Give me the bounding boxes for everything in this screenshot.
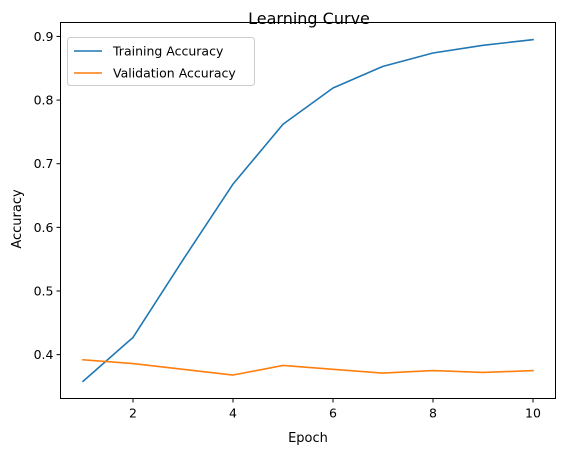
x-tick-label: 2 xyxy=(129,406,137,421)
x-tick-label: 10 xyxy=(525,406,541,421)
legend: Training Accuracy Validation Accuracy xyxy=(67,37,255,86)
y-tick-label: 0.4 xyxy=(34,347,54,362)
legend-box xyxy=(67,37,255,86)
y-tick-label: 0.6 xyxy=(34,220,54,235)
chart-title: Learning Curve xyxy=(248,9,370,28)
y-tick-label: 0.9 xyxy=(34,29,54,44)
y-tick-label: 0.7 xyxy=(34,156,54,171)
series-line-training xyxy=(81,38,534,383)
legend-label-validation: Validation Accuracy xyxy=(113,66,236,81)
x-tick-label: 8 xyxy=(429,406,437,421)
series-lines xyxy=(81,38,534,383)
plot-frame xyxy=(60,22,556,399)
x-tick-label: 4 xyxy=(229,406,237,421)
axis-ticks: 2 4 6 8 10 0.4 0.5 0.6 0.7 0.8 0.9 xyxy=(34,29,541,421)
y-tick-label: 0.5 xyxy=(34,284,54,299)
y-tick-label: 0.8 xyxy=(34,93,54,108)
series-line-validation xyxy=(82,358,534,376)
y-axis-label: Accuracy xyxy=(10,189,25,249)
x-axis-label: Epoch xyxy=(288,431,328,446)
x-tick-label: 6 xyxy=(329,406,337,421)
legend-label-training: Training Accuracy xyxy=(112,44,224,59)
